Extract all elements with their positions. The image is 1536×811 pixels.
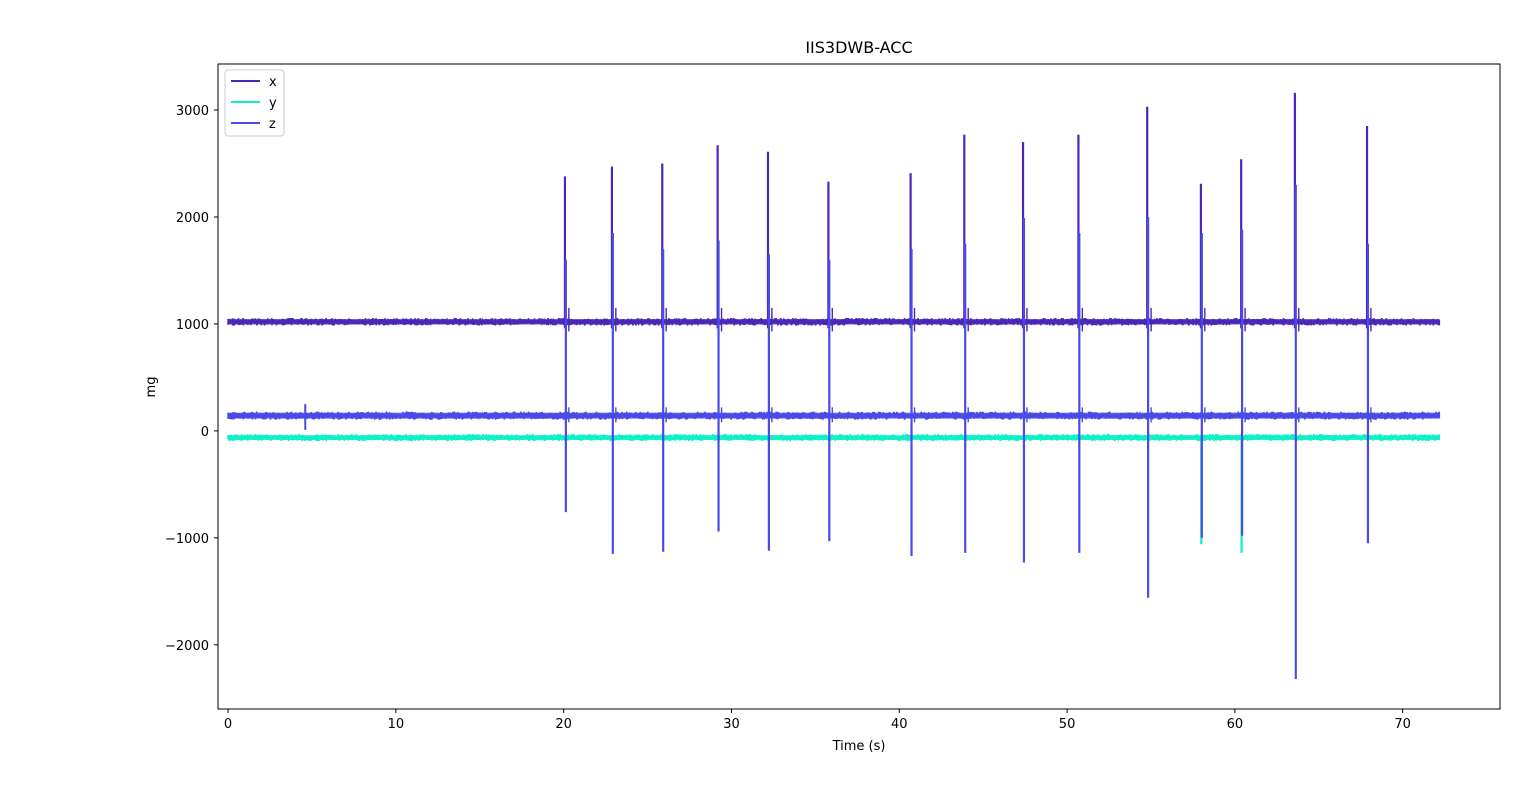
- x-tick-label: 10: [388, 717, 405, 732]
- legend-label-x: x: [269, 75, 277, 90]
- x-axis-label: Time (s): [832, 739, 886, 754]
- x-tick-label: 0: [224, 717, 232, 732]
- legend-label-z: z: [269, 117, 276, 132]
- plot-area: [227, 92, 1441, 680]
- x-tick-label: 30: [723, 717, 740, 732]
- event-15: [1365, 126, 1372, 544]
- y-tick-label: −1000: [165, 532, 209, 547]
- event-14: [1293, 92, 1300, 680]
- event-7: [909, 173, 916, 557]
- event-8: [963, 134, 969, 553]
- event-10: [1077, 134, 1084, 553]
- series-z-band: [228, 412, 1440, 419]
- x-tick-label: 50: [1059, 717, 1076, 732]
- series-x-band: [228, 319, 1440, 325]
- event-3: [661, 163, 667, 552]
- y-tick-label: 0: [201, 425, 209, 440]
- chart-title: IIS3DWB-ACC: [805, 38, 912, 57]
- series-x: [227, 317, 1441, 327]
- legend: xyz: [224, 69, 285, 137]
- y-tick-label: −2000: [165, 639, 209, 654]
- series-z: [227, 411, 1441, 421]
- event-6: [827, 181, 833, 542]
- event-11: [1146, 106, 1152, 598]
- series-y: [227, 432, 1441, 443]
- series-y-band: [228, 435, 1440, 440]
- legend-label-y: y: [269, 96, 277, 111]
- x-tick-label: 60: [1227, 717, 1244, 732]
- event-2: [610, 166, 617, 554]
- y-tick-label: 2000: [176, 211, 209, 226]
- y-tick-label: 1000: [176, 318, 209, 333]
- axes: 0 10 20 30 40 50 60 70 −2000 −1000 0 1000 2000 3000: [165, 63, 1501, 732]
- plot-frame: [217, 63, 1501, 710]
- x-tick-label: 40: [891, 717, 908, 732]
- y-axis-label: mg: [144, 377, 159, 398]
- event-12: [1199, 183, 1206, 545]
- event-9: [1021, 142, 1028, 563]
- event-13: [1240, 159, 1246, 553]
- event-4: [716, 145, 723, 532]
- x-tick-label: 70: [1394, 717, 1411, 732]
- y-tick-label: 3000: [176, 104, 209, 119]
- event-1: [563, 176, 570, 513]
- event-5: [766, 151, 773, 551]
- x-tick-label: 20: [555, 717, 572, 732]
